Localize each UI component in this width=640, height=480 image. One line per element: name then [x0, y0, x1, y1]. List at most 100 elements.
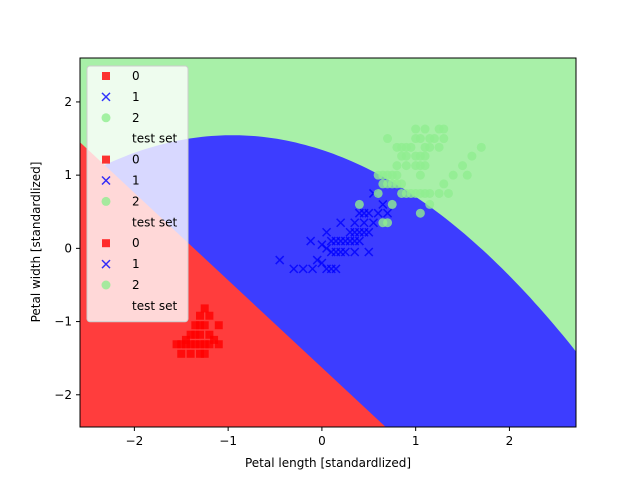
data-point-class-1	[368, 218, 379, 228]
data-point-class-2	[415, 208, 425, 218]
legend-marker	[102, 72, 110, 80]
data-point-class-0	[205, 340, 214, 349]
data-point-class-2	[439, 124, 449, 134]
data-point-class-1	[306, 236, 316, 246]
region-class-0	[80, 142, 386, 427]
data-point-class-2	[439, 134, 449, 144]
legend-label: 0	[132, 153, 140, 167]
data-point-class-0	[196, 340, 205, 349]
legend-label: test set	[132, 132, 177, 146]
data-point-class-0	[214, 321, 223, 330]
legend-label: 1	[132, 174, 140, 188]
data-point-class-2	[397, 179, 407, 189]
data-point-class-2	[373, 188, 383, 198]
data-point-class-2	[392, 170, 402, 180]
legend-label: 2	[132, 278, 140, 292]
data-point-class-0	[200, 321, 209, 330]
data-point-class-1	[317, 258, 327, 268]
data-point-class-0	[214, 340, 223, 349]
x-tick-label: −2	[126, 434, 144, 448]
data-point-class-1	[373, 208, 383, 218]
data-point-class-2	[401, 161, 411, 171]
legend-label: 2	[132, 194, 140, 208]
data-point-class-0	[205, 311, 214, 320]
y-tick-label: 0	[64, 241, 72, 255]
y-tick-label: 2	[64, 95, 72, 109]
data-point-class-0	[196, 349, 205, 358]
data-point-class-2	[425, 199, 435, 209]
legend-marker	[102, 155, 110, 164]
data-point-class-1	[364, 227, 374, 237]
data-point-class-0	[196, 321, 205, 330]
x-tick-label: −1	[219, 434, 237, 448]
legend-label: 1	[132, 90, 140, 104]
data-point-class-1	[364, 208, 374, 218]
data-point-class-0	[181, 335, 190, 344]
data-point-class-2	[354, 199, 364, 209]
data-point-class-2	[443, 188, 453, 198]
data-point-class-1	[312, 255, 322, 265]
legend-box	[86, 65, 189, 323]
y-axis: −2 −1 0 1 2	[54, 95, 80, 402]
data-point-class-2	[387, 199, 397, 209]
legend-label: test set	[132, 299, 177, 313]
data-point-class-1	[336, 218, 346, 228]
data-point-class-1	[383, 208, 393, 218]
data-point-class-2	[429, 134, 439, 144]
data-point-class-0	[172, 340, 181, 349]
data-point-class-0	[200, 304, 209, 313]
data-point-class-0	[191, 340, 200, 349]
x-axis: −2 −1 0 1 2	[126, 427, 514, 448]
data-point-class-1	[350, 218, 360, 228]
data-point-class-1	[340, 247, 350, 257]
data-point-class-2	[383, 218, 393, 228]
data-point-class-2	[439, 179, 449, 189]
data-point-class-0	[177, 340, 186, 349]
data-point-class-2	[467, 151, 477, 161]
data-point-class-2	[425, 188, 435, 198]
data-point-class-0	[210, 335, 219, 344]
data-point-class-1	[307, 264, 318, 274]
data-point-class-0	[200, 349, 209, 358]
plot-frame	[79, 57, 577, 428]
legend-marker	[101, 175, 111, 186]
legend: 0 1 2 test set 0 1 2 test set 0 1 2 test set	[86, 65, 189, 323]
data-point-class-2	[420, 161, 430, 171]
x-tick-label: 2	[506, 434, 514, 448]
data-point-class-2	[415, 170, 425, 180]
data-point-class-2	[434, 188, 444, 198]
data-point-class-2	[458, 161, 468, 171]
legend-marker	[101, 280, 111, 290]
data-point-class-1	[354, 236, 364, 246]
data-point-class-2	[392, 161, 402, 171]
data-point-class-0	[181, 340, 190, 349]
data-point-class-0	[186, 349, 195, 358]
legend-marker	[101, 113, 111, 123]
data-point-class-1	[331, 264, 341, 274]
data-point-class-2	[411, 124, 421, 134]
data-point-class-2	[420, 151, 430, 161]
legend-marker	[101, 92, 111, 102]
data-point-class-0	[191, 330, 200, 339]
data-point-class-1	[378, 199, 388, 209]
x-axis-label: Petal length [standardlized]	[245, 456, 411, 470]
legend-marker	[102, 239, 110, 248]
data-point-class-1	[275, 255, 285, 265]
x-tick-label: 1	[412, 434, 420, 448]
legend-label: 2	[132, 111, 140, 125]
data-point-class-2	[401, 151, 411, 161]
data-point-class-2	[406, 142, 416, 152]
data-point-class-0	[186, 340, 195, 349]
legend-marker	[101, 259, 111, 269]
data-point-class-2	[462, 170, 472, 180]
y-axis-label: Petal width [standardlized]	[29, 162, 43, 323]
legend-label: 0	[132, 69, 140, 83]
data-point-class-2	[415, 134, 425, 144]
data-point-class-0	[205, 330, 214, 339]
data-point-class-0	[177, 349, 186, 358]
legend-label: test set	[132, 215, 177, 229]
x-tick-label: 0	[318, 434, 326, 448]
data-point-class-0	[196, 311, 205, 320]
data-point-class-1	[350, 247, 360, 257]
